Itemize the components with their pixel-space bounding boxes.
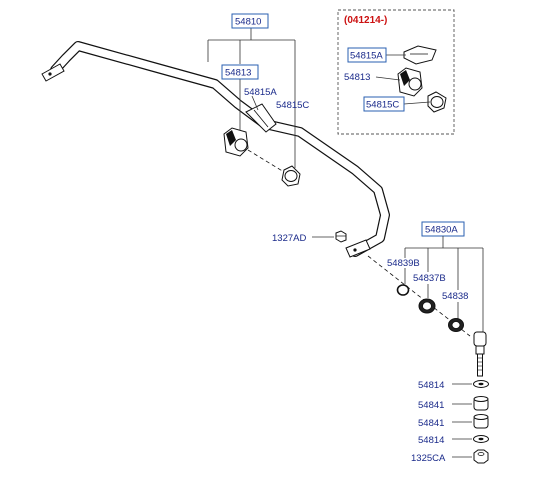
label-1325CA: 1325CA (411, 453, 446, 464)
label-54830A: 54830A (425, 225, 458, 236)
label-54813: 54813 (225, 68, 251, 79)
bushing-54841-top-part (473, 396, 489, 411)
label-box-54813 (221, 64, 259, 80)
label-box-variant-54815C (363, 96, 405, 112)
centerline-dashed (247, 149, 285, 173)
label-54815C: 54815C (276, 100, 309, 111)
label-54839B: 54839B (387, 258, 420, 269)
stabilizer-bar (50, 41, 390, 257)
label-variant-54815A: 54815A (350, 51, 383, 62)
label-box-variant-54815A (347, 47, 387, 63)
link-bushing-54837B-part (418, 298, 436, 314)
variant-date-label: (041214-) (344, 15, 387, 26)
label-variant-54815C: 54815C (366, 100, 399, 111)
washer-54814-bottom-part (473, 435, 489, 443)
bar-left-end-tab (41, 63, 65, 82)
variant-bracket-part (403, 45, 437, 65)
bushing-sleeve-part (281, 165, 301, 187)
label-54841-bottom: 54841 (418, 418, 444, 429)
label-54814-bottom: 54814 (418, 435, 444, 446)
label-54814-top: 54814 (418, 380, 444, 391)
variant-sleeve-part (427, 91, 447, 113)
nut-1327AD-part (335, 230, 347, 243)
label-variant-54813: 54813 (344, 72, 370, 83)
leader-lines-link (404, 236, 484, 340)
bushing-part (223, 127, 249, 157)
bushing-54841-bottom-part (473, 414, 489, 429)
variant-bushing-part (397, 67, 423, 97)
variant-group-frame (337, 9, 455, 135)
leader-lines-variant (375, 54, 431, 105)
stack-leaders (452, 383, 472, 458)
label-54841-top: 54841 (418, 400, 444, 411)
label-54810: 54810 (235, 17, 261, 28)
label-54815A: 54815A (244, 87, 277, 98)
link-washer-54838-part (448, 318, 464, 332)
bar-right-end-tab (345, 239, 371, 258)
label-54838: 54838 (442, 291, 468, 302)
label-54837B: 54837B (413, 273, 446, 284)
link-ring-54839B-part (396, 284, 410, 296)
link-rod-part (473, 331, 487, 377)
leader-lines-main (207, 28, 296, 168)
nut-1325CA-part (473, 449, 489, 464)
label-box-54810 (231, 13, 269, 29)
washer-54814-top-part (473, 380, 489, 388)
label-1327AD: 1327AD (272, 233, 306, 244)
